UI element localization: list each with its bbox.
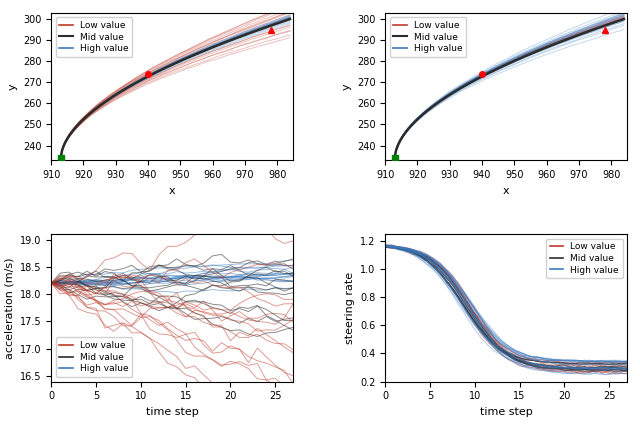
Y-axis label: y: y xyxy=(7,83,17,90)
Y-axis label: y: y xyxy=(341,83,351,90)
X-axis label: time step: time step xyxy=(146,407,198,417)
Y-axis label: steering rate: steering rate xyxy=(344,272,355,344)
Legend: Low value, Mid value, High value: Low value, Mid value, High value xyxy=(390,17,467,57)
X-axis label: time step: time step xyxy=(480,407,532,417)
Legend: Low value, Mid value, High value: Low value, Mid value, High value xyxy=(56,338,132,377)
Legend: Low value, Mid value, High value: Low value, Mid value, High value xyxy=(56,17,132,57)
Legend: Low value, Mid value, High value: Low value, Mid value, High value xyxy=(546,239,623,278)
X-axis label: x: x xyxy=(503,186,509,195)
X-axis label: x: x xyxy=(169,186,175,195)
Y-axis label: acceleration (m/s): acceleration (m/s) xyxy=(4,257,14,359)
